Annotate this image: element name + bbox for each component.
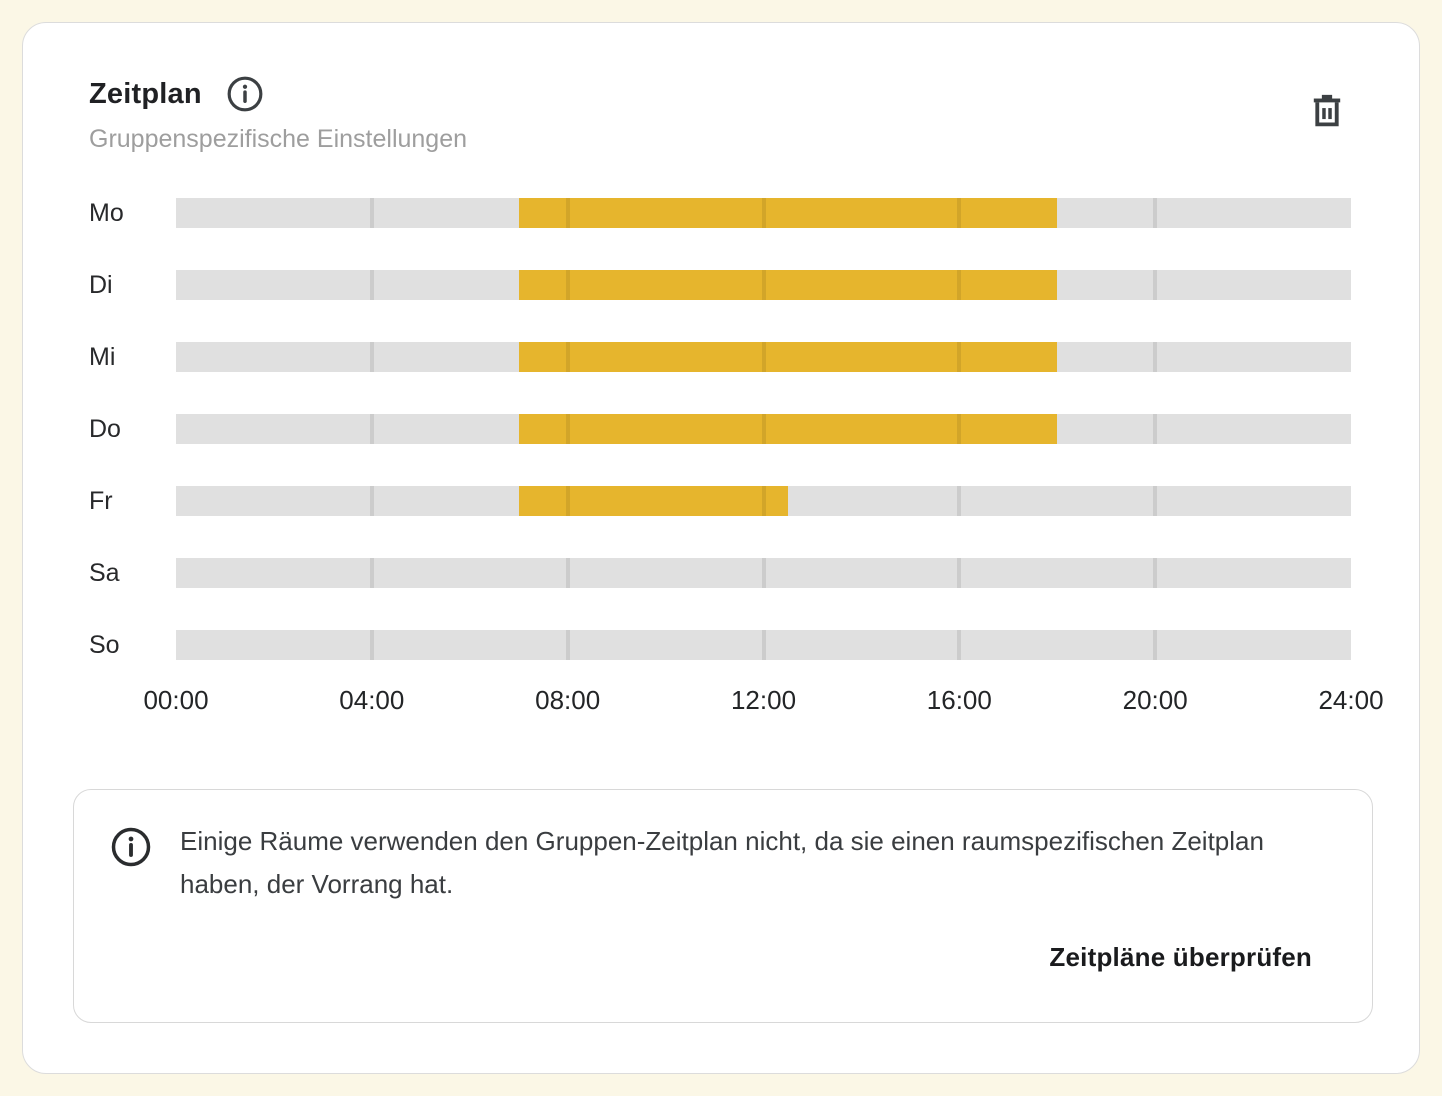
page-title: Zeitplan [89, 77, 202, 110]
gridline [957, 630, 962, 660]
schedule-row: Fr [89, 486, 1351, 516]
axis-tick-label: 20:00 [1122, 685, 1188, 715]
schedule: Mo Di Mi Do Fr Sa So [89, 198, 1351, 702]
schedule-active-segment[interactable] [518, 414, 1058, 444]
gridline [565, 414, 570, 444]
gridline [565, 270, 570, 300]
schedule-track[interactable] [176, 414, 1351, 444]
gridline [565, 198, 570, 228]
schedule-row: So [89, 630, 1351, 660]
gridline [1153, 486, 1158, 516]
gridline [957, 342, 962, 372]
gridline [957, 270, 962, 300]
schedule-track[interactable] [176, 342, 1351, 372]
gridline [565, 630, 570, 660]
delete-schedule-button[interactable] [1305, 87, 1349, 135]
gridline [369, 558, 374, 588]
trash-icon [1305, 94, 1349, 138]
schedule-row: Di [89, 270, 1351, 300]
day-label: So [89, 630, 120, 659]
schedule-track[interactable] [176, 270, 1351, 300]
day-label: Fr [89, 486, 113, 515]
gridline [565, 486, 570, 516]
schedule-row: Do [89, 414, 1351, 444]
schedule-track[interactable] [176, 198, 1351, 228]
gridline [761, 270, 766, 300]
zeitplan-card: Zeitplan Gruppenspezifische Einstellunge… [22, 22, 1420, 1074]
gridline [761, 630, 766, 660]
info-circle-icon [110, 826, 152, 868]
gridline [1153, 198, 1158, 228]
schedule-track[interactable] [176, 558, 1351, 588]
gridline [761, 414, 766, 444]
schedule-active-segment[interactable] [518, 198, 1058, 228]
gridline [1153, 558, 1158, 588]
gridline [369, 270, 374, 300]
notice-text: Einige Räume verwenden den Gruppen-Zeitp… [180, 826, 1264, 899]
info-circle-icon[interactable] [226, 75, 264, 113]
axis-tick-label: 00:00 [143, 685, 209, 715]
schedule-row: Mo [89, 198, 1351, 228]
review-schedules-button[interactable]: Zeitpläne überprüfen [1049, 942, 1312, 972]
day-label: Mi [89, 342, 116, 371]
schedule-row: Sa [89, 558, 1351, 588]
axis-tick-label: 08:00 [535, 685, 601, 715]
gridline [957, 198, 962, 228]
axis-tick-label: 04:00 [339, 685, 405, 715]
gridline [369, 486, 374, 516]
gridline [1153, 414, 1158, 444]
day-label: Di [89, 270, 113, 299]
gridline [565, 342, 570, 372]
card-subtitle: Gruppenspezifische Einstellungen [89, 125, 468, 153]
notice-box: Einige Räume verwenden den Gruppen-Zeitp… [73, 789, 1373, 1023]
schedule-active-segment[interactable] [518, 270, 1058, 300]
schedule-row: Mi [89, 342, 1351, 372]
gridline [761, 486, 766, 516]
axis-tick-label: 16:00 [926, 685, 992, 715]
gridline [1153, 630, 1158, 660]
day-label: Do [89, 414, 121, 443]
gridline [1153, 270, 1158, 300]
day-label: Mo [89, 198, 124, 227]
schedule-active-segment[interactable] [518, 486, 788, 516]
gridline [957, 414, 962, 444]
gridline [369, 198, 374, 228]
time-axis: 00:00 04:00 08:00 12:00 16:00 20:00 24:00 [143, 685, 1383, 717]
card-header: Zeitplan Gruppenspezifische Einstellunge… [89, 75, 467, 154]
gridline [761, 342, 766, 372]
day-label: Sa [89, 558, 120, 587]
axis-tick-label: 24:00 [1318, 685, 1384, 715]
gridline [957, 486, 962, 516]
gridline [1153, 342, 1158, 372]
gridline [369, 414, 374, 444]
gridline [565, 558, 570, 588]
schedule-track[interactable] [176, 630, 1351, 660]
gridline [369, 342, 374, 372]
gridline [761, 198, 766, 228]
gridline [957, 558, 962, 588]
schedule-active-segment[interactable] [518, 342, 1058, 372]
schedule-track[interactable] [176, 486, 1351, 516]
gridline [761, 558, 766, 588]
axis-tick-label: 12:00 [730, 685, 797, 715]
gridline [369, 630, 374, 660]
